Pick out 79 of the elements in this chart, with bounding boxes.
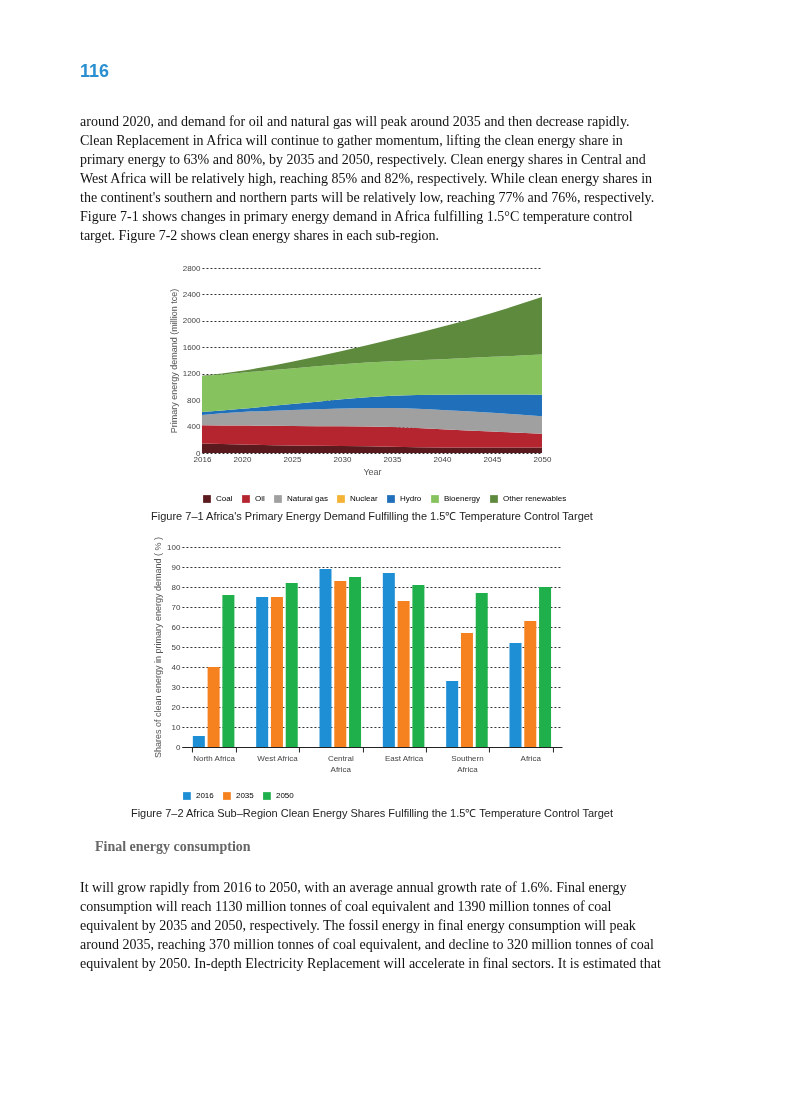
x-tick-label: Africa	[520, 753, 542, 763]
y-tick-label: 60	[171, 622, 181, 632]
bar	[207, 667, 220, 747]
bar	[509, 643, 522, 747]
y-tick-label: 100	[167, 542, 181, 552]
bar	[270, 597, 283, 747]
x-tick-label: Central Africa	[327, 753, 354, 774]
x-tick-label: 2035	[383, 454, 402, 464]
y-axis-title: Shares of clean energy in primary energy demand ( % )	[153, 536, 164, 759]
y-tick-label: 800	[187, 395, 202, 405]
legend-label: 2016	[195, 791, 215, 800]
legend-label: Other renewables	[502, 494, 567, 503]
y-tick-label: 1200	[182, 369, 202, 379]
bar	[349, 577, 362, 747]
bar	[460, 633, 473, 747]
legend-label: Natural gas	[286, 494, 328, 503]
x-axis-title: Year	[363, 466, 382, 477]
bar	[256, 597, 269, 747]
text: primary energy to 63% and 80%, by 2035 and 2050, respectively. Clean energy shares in Central and	[80, 152, 646, 167]
text: Figure 7–2 Africa Sub–Region Clean Energy Shares Fulfilling the 1.5℃ Temperature Control Target	[130, 807, 613, 819]
bar	[524, 621, 537, 747]
y-tick-label: 2800	[182, 263, 202, 273]
text: around 2020, and demand for oil and natural gas will peak around 2035 and then decrease rapidly.	[80, 114, 630, 129]
y-tick-label: 30	[171, 682, 181, 692]
bar	[285, 583, 298, 747]
y-tick-label: 20	[171, 702, 181, 712]
bar	[446, 681, 459, 747]
text: consumption will reach 1130 million tonnes of coal equivalent and 1390 million tonnes of coal	[80, 899, 612, 914]
text: equivalent by 2035 and 2050, respectively. The fossil energy in final energy consumption will peak	[80, 918, 636, 933]
text: the continent's southern and northern parts will be relatively low, reaching 77% and 76%, respectively.	[80, 190, 655, 205]
text: Final energy consumption	[95, 839, 251, 854]
text: West Africa will be relatively high, reaching 85% and 82%, respectively. While clean energy shares in	[80, 171, 653, 186]
x-tick-label: East Africa	[384, 753, 424, 763]
y-tick-label: 2000	[182, 316, 202, 326]
legend-label: Nuclear	[349, 494, 378, 503]
x-tick-label: 2045	[483, 454, 502, 464]
y-tick-label: 50	[171, 642, 181, 652]
x-tick-label: West Africa	[257, 753, 299, 763]
x-tick-label: 2040	[433, 454, 452, 464]
text: Clean Replacement in Africa will continue to gather momentum, lifting the clean energy share in	[80, 133, 623, 148]
bar	[382, 573, 395, 747]
bar	[475, 593, 488, 747]
bar	[412, 585, 425, 747]
y-tick-label: 70	[171, 602, 181, 612]
legend-label: Bioenergy	[443, 494, 481, 503]
bar	[397, 601, 410, 747]
y-tick-label: 2400	[182, 289, 202, 299]
y-tick-label: 10	[171, 722, 181, 732]
y-tick-label: 40	[171, 662, 181, 672]
legend-label: Coal	[215, 494, 233, 503]
caption: Figure 7-1 shows changes in primary energy demand in Africa fulfilling 1.5°C temperature control	[80, 209, 633, 224]
text: equivalent by 2050. In-depth Electricity Replacement will accelerate in final sectors. It is estimated that	[80, 956, 661, 971]
legend-label: 2050	[275, 791, 295, 800]
text: 116	[80, 61, 110, 81]
y-tick-label: 0	[196, 448, 202, 458]
y-axis-title: Primary energy demand (million tce)	[168, 288, 179, 434]
text: target. Figure 7-2 shows clean energy shares in each sub-region.	[80, 228, 440, 243]
x-tick-label: 2050	[533, 454, 552, 464]
bar	[222, 595, 235, 747]
x-tick-label: 2020	[233, 454, 252, 464]
legend-label: Oil	[254, 494, 265, 503]
y-tick-label: 90	[171, 562, 181, 572]
text: around 2035, reaching 370 million tonnes of coal equivalent, and decline to 320 million tonnes of coal	[80, 937, 654, 952]
bar	[192, 736, 205, 747]
bar	[334, 581, 347, 747]
x-tick-label: 2025	[283, 454, 302, 464]
x-tick-label: North Africa	[193, 753, 236, 763]
bar	[319, 569, 332, 747]
text: Figure 7–1 Africa's Primary Energy Demand Fulfilling the 1.5℃ Temperature Control Target	[151, 510, 593, 522]
y-tick-label: 400	[187, 422, 202, 432]
legend-label: 2035	[235, 791, 255, 800]
legend-label: Hydro	[399, 494, 422, 503]
x-tick-label: 2030	[333, 454, 352, 464]
x-tick-label: Southern Africa	[451, 753, 484, 774]
bar	[539, 587, 552, 747]
y-tick-label: 80	[171, 582, 181, 592]
text: It will grow rapidly from 2016 to 2050, with an average annual growth rate of 1.6%. Final energy	[80, 880, 627, 895]
y-tick-label: 0	[176, 742, 181, 752]
y-tick-label: 1600	[182, 342, 202, 352]
